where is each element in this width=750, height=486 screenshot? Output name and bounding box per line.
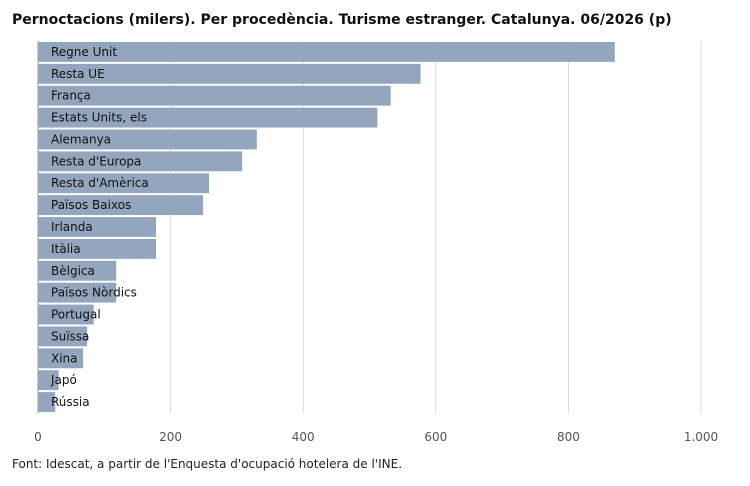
bar[interactable]	[38, 326, 88, 347]
x-tick-label: 400	[292, 430, 315, 444]
bar[interactable]	[38, 107, 378, 128]
bars	[38, 42, 615, 412]
bar[interactable]	[38, 370, 59, 391]
category-label: Estats Units, els	[51, 111, 147, 125]
bar[interactable]	[38, 348, 84, 369]
bar[interactable]	[38, 392, 56, 412]
x-tick-label: 1.000	[684, 430, 718, 444]
category-label: França	[51, 89, 91, 103]
bar[interactable]	[38, 195, 204, 216]
bar[interactable]	[38, 85, 391, 106]
category-label: Irlanda	[51, 220, 93, 234]
bar[interactable]	[38, 282, 117, 303]
x-tick-label: 800	[557, 430, 580, 444]
category-label: Portugal	[51, 308, 101, 322]
category-label: Japó	[50, 373, 77, 387]
category-label: Països Nòrdics	[51, 286, 137, 300]
bar[interactable]	[38, 63, 421, 84]
bar[interactable]	[38, 260, 117, 281]
bar[interactable]	[38, 304, 94, 325]
category-label: Itàlia	[51, 242, 81, 256]
bar[interactable]	[38, 238, 157, 259]
category-label: Bèlgica	[51, 264, 95, 278]
x-tick-label: 600	[424, 430, 447, 444]
source-note: Font: Idescat, a partir de l'Enquesta d'…	[12, 457, 403, 471]
category-label: Regne Unit	[51, 45, 117, 59]
category-label: Resta d'Europa	[51, 154, 141, 168]
x-axis-ticks: 0 200 400 600 800 1.000	[34, 430, 718, 444]
category-label: Xina	[51, 351, 78, 365]
x-tick-label: 200	[159, 430, 182, 444]
chart-title: Pernoctacions (milers). Per procedència.…	[12, 12, 672, 28]
bar[interactable]	[38, 173, 210, 194]
category-label: Resta UE	[51, 67, 105, 81]
category-labels: Regne Unit Resta UE França Estats Units, el…	[50, 45, 149, 409]
category-label: Suïssa	[51, 329, 89, 343]
category-label: Alemanya	[51, 132, 111, 146]
category-label: Rússia	[51, 395, 90, 409]
bar[interactable]	[38, 151, 243, 172]
bar[interactable]	[38, 129, 257, 150]
category-label: Resta d'Amèrica	[51, 176, 149, 190]
category-label: Països Baixos	[51, 198, 131, 212]
x-tick-label: 0	[34, 430, 42, 444]
bar[interactable]	[38, 217, 157, 237]
bar[interactable]	[38, 42, 615, 62]
